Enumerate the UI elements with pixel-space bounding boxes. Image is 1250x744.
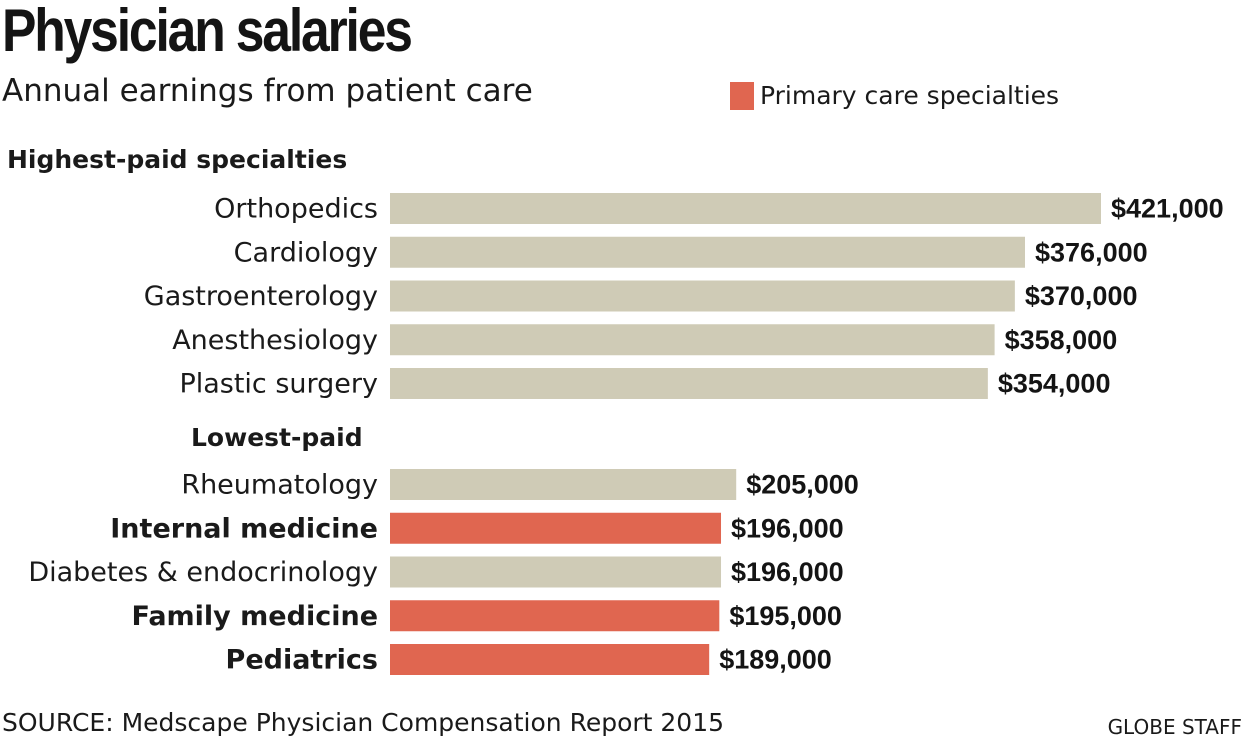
bar-pediatrics: [390, 644, 710, 675]
category-label-orthopedics: Orthopedics: [214, 194, 378, 225]
bar-rheumatology: [390, 469, 737, 500]
category-label-pediatrics: Pediatrics: [226, 645, 378, 676]
category-label-gastroenterology: Gastroenterology: [144, 281, 378, 312]
category-label-cardiology: Cardiology: [234, 237, 378, 268]
section-heading-lowest: Lowest-paid: [191, 423, 363, 452]
category-label-anesthesiology: Anesthesiology: [172, 325, 378, 356]
category-label-rheumatology: Rheumatology: [181, 470, 378, 501]
value-label-orthopedics: $421,000: [1111, 194, 1224, 224]
value-label-diabetes-endocrinology: $196,000: [731, 557, 844, 587]
category-label-plastic-surgery: Plastic surgery: [179, 369, 378, 400]
bar-anesthesiology: [390, 324, 995, 356]
bar-family-medicine: [390, 600, 720, 632]
category-label-internal-medicine: Internal medicine: [110, 513, 378, 544]
bar-gastroenterology: [390, 280, 1015, 312]
value-label-pediatrics: $189,000: [719, 645, 832, 675]
value-label-anesthesiology: $358,000: [1005, 325, 1118, 355]
value-label-plastic-surgery: $354,000: [998, 369, 1111, 399]
bar-diabetes-endocrinology: [390, 556, 722, 588]
source-note: SOURCE: Medscape Physician Compensation …: [2, 708, 725, 737]
bar-internal-medicine: [390, 512, 722, 544]
bar-orthopedics: [390, 193, 1101, 224]
value-label-internal-medicine: $196,000: [731, 513, 844, 543]
category-label-family-medicine: Family medicine: [131, 601, 378, 632]
category-label-diabetes-endocrinology: Diabetes & endocrinology: [28, 557, 378, 588]
value-label-cardiology: $376,000: [1035, 237, 1148, 267]
value-label-family-medicine: $195,000: [729, 601, 842, 631]
legend-label: Primary care specialties: [760, 81, 1060, 110]
value-label-gastroenterology: $370,000: [1025, 281, 1138, 311]
chart-title: Physician salaries: [2, 0, 413, 64]
bar-plastic-surgery: [390, 368, 988, 399]
value-label-rheumatology: $205,000: [746, 470, 859, 500]
section-heading-highest: Highest-paid specialties: [7, 145, 348, 174]
bar-cardiology: [390, 236, 1026, 268]
legend-swatch-primary-care: [730, 81, 754, 110]
legend: Primary care specialties: [730, 81, 1059, 110]
chart-subtitle: Annual earnings from patient care: [2, 73, 533, 109]
credit-note: GLOBE STAFF: [1107, 715, 1242, 739]
